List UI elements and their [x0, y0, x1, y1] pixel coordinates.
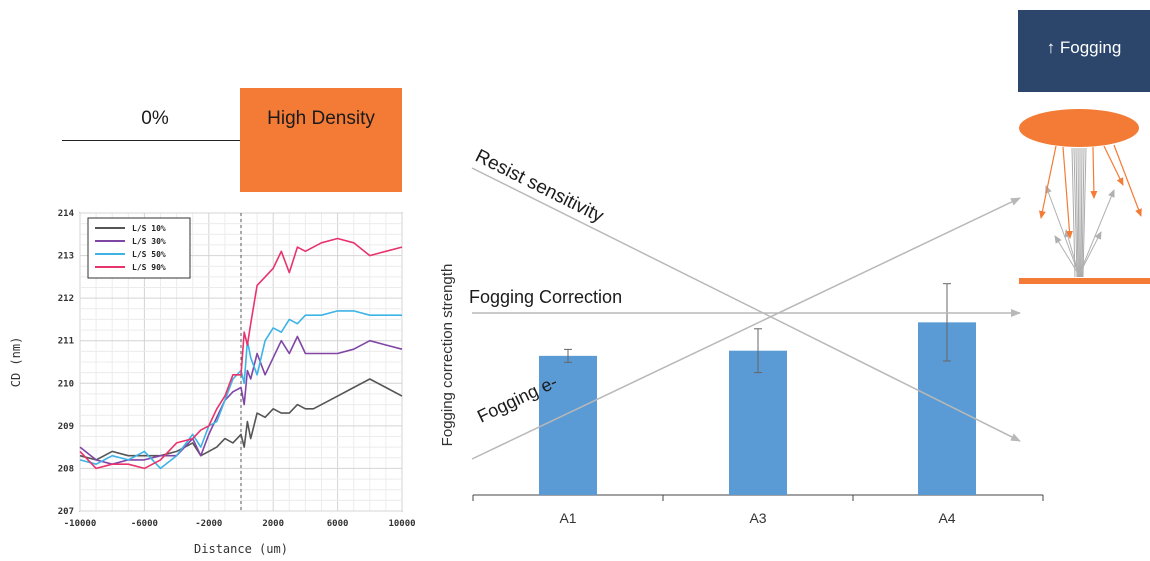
legend-label: L/S 10% — [132, 224, 166, 233]
high-density-block — [240, 88, 402, 192]
legend: L/S 10% L/S 30% L/S 50% L/S 90% — [87, 217, 191, 279]
fogging-box — [1018, 10, 1150, 92]
cd-line-chart: -10000 -6000 -2000 2000 6000 10000 207 208 209 21… — [9, 209, 416, 556]
y-tick-label: 211 — [58, 337, 74, 347]
fogging-e-arrow — [471, 197, 1021, 460]
grid — [79, 212, 403, 512]
series-line-2 — [79, 335, 403, 466]
x-axis-label: Distance (um) — [194, 542, 288, 556]
lens-ellipse — [1019, 109, 1139, 147]
x-tick-label: 2000 — [262, 519, 284, 529]
high-density-label: High Density — [267, 108, 375, 129]
fogging-diagram — [1019, 109, 1150, 284]
y-axis-label: CD (nm) — [9, 337, 23, 388]
x-tick-label: 10000 — [388, 519, 415, 529]
fogging-bar-chart: A1 A3 A4 Fogging correction strength Resis… — [439, 146, 1044, 526]
series-lines — [79, 237, 403, 470]
category-label-A3: A3 — [749, 510, 766, 526]
x-tick-label: -6000 — [131, 519, 158, 529]
category-label-A4: A4 — [938, 510, 955, 526]
electron-beam — [1071, 147, 1087, 278]
bar-A1 — [539, 355, 597, 495]
legend-label: L/S 30% — [132, 237, 166, 246]
y-axis-label: Fogging correction strength — [439, 264, 456, 447]
zero-percent-label: 0% — [141, 108, 169, 129]
legend-label: L/S 50% — [132, 250, 166, 259]
y-tick-label: 209 — [58, 422, 74, 432]
y-tick-label: 210 — [58, 379, 74, 389]
y-tick-label: 207 — [58, 507, 74, 517]
x-tick-label: 6000 — [327, 519, 349, 529]
category-labels: A1 A3 A4 — [559, 510, 955, 526]
x-axis-ticks — [472, 495, 1044, 501]
fogging-correction-label: Fogging Correction — [469, 287, 622, 307]
resist-sensitivity-arrow — [471, 167, 1021, 442]
x-tick-label: -2000 — [195, 519, 222, 529]
x-tick-label: -10000 — [64, 519, 97, 529]
y-tick-label: 213 — [58, 252, 74, 262]
substrate-bar — [1019, 278, 1150, 284]
density-baseline — [62, 140, 402, 141]
bars — [539, 283, 976, 495]
tick-labels: -10000 -6000 -2000 2000 6000 10000 207 208 209 21… — [58, 209, 416, 529]
category-label-A1: A1 — [559, 510, 576, 526]
legend-label: L/S 90% — [132, 263, 166, 272]
y-tick-label: 208 — [58, 464, 74, 474]
y-tick-label: 214 — [58, 209, 75, 219]
scatter-arrows-orange — [1039, 144, 1142, 239]
y-tick-label: 212 — [58, 294, 74, 304]
series-line-4 — [79, 237, 403, 470]
resist-sensitivity-label: Resist sensitivity — [472, 146, 607, 228]
fogging-box-label: ↑ Fogging — [1046, 38, 1122, 57]
bar-A3 — [729, 350, 787, 495]
